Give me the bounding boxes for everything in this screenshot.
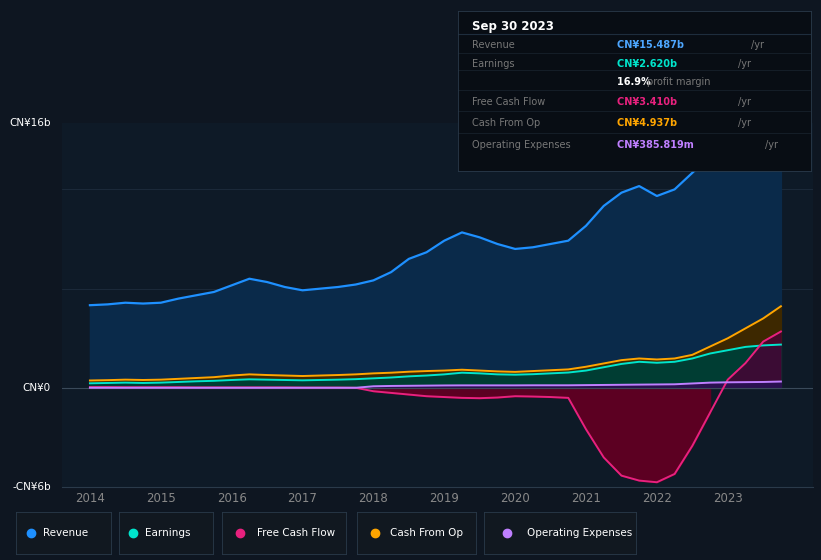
Text: Cash From Op: Cash From Op: [391, 529, 464, 538]
Text: Free Cash Flow: Free Cash Flow: [257, 529, 335, 538]
Text: Operating Expenses: Operating Expenses: [472, 140, 571, 150]
Text: Free Cash Flow: Free Cash Flow: [472, 97, 545, 107]
Text: CN¥3.410b: CN¥3.410b: [617, 97, 681, 107]
Text: /yr: /yr: [764, 140, 777, 150]
Text: /yr: /yr: [751, 40, 764, 49]
Text: /yr: /yr: [738, 97, 750, 107]
Text: CN¥16b: CN¥16b: [10, 118, 51, 128]
Text: Sep 30 2023: Sep 30 2023: [472, 20, 554, 33]
Text: -CN¥6b: -CN¥6b: [12, 482, 51, 492]
Text: CN¥0: CN¥0: [23, 383, 51, 393]
Text: CN¥4.937b: CN¥4.937b: [617, 118, 681, 128]
Text: Earnings: Earnings: [145, 529, 191, 538]
Text: 16.9%: 16.9%: [617, 77, 654, 87]
Text: CN¥385.819m: CN¥385.819m: [617, 140, 697, 150]
Text: profit margin: profit margin: [647, 77, 710, 87]
Text: Revenue: Revenue: [43, 529, 88, 538]
Text: CN¥2.620b: CN¥2.620b: [617, 59, 681, 69]
Text: /yr: /yr: [738, 59, 750, 69]
Text: CN¥15.487b: CN¥15.487b: [617, 40, 687, 49]
Text: Cash From Op: Cash From Op: [472, 118, 540, 128]
Text: Operating Expenses: Operating Expenses: [527, 529, 632, 538]
Text: Revenue: Revenue: [472, 40, 515, 49]
Text: Earnings: Earnings: [472, 59, 515, 69]
Text: /yr: /yr: [738, 118, 750, 128]
